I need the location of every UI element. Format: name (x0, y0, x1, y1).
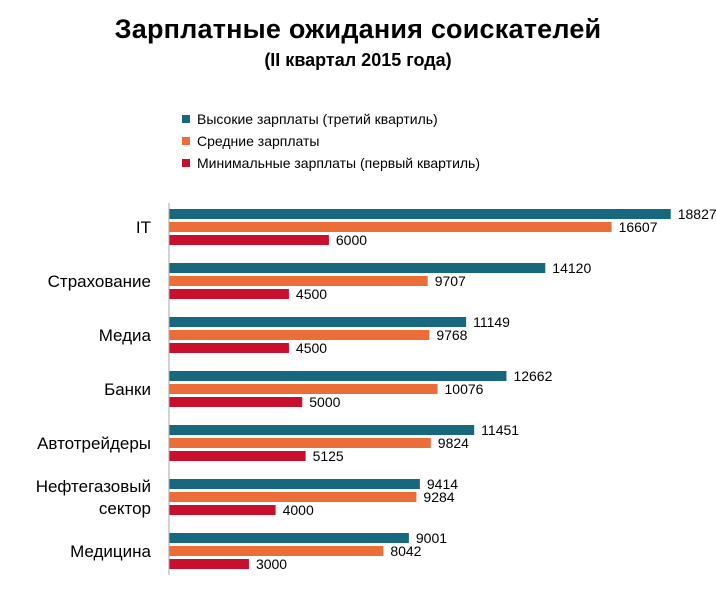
data-label-low: 4000 (283, 502, 314, 518)
data-label-high: 18827 (678, 206, 716, 222)
data-label-high: 14120 (552, 260, 591, 276)
data-label-low: 3000 (256, 556, 287, 572)
legend-item-mid: Средние зарплаты (182, 130, 480, 152)
data-label-low: 6000 (336, 232, 367, 248)
category-label: Медиа (99, 326, 152, 345)
data-label-mid: 9824 (438, 435, 469, 451)
data-label-mid: 9768 (436, 327, 467, 343)
chart-title: Зарплатные ожидания соискателей (114, 14, 602, 44)
bar-low (169, 397, 303, 407)
data-label-mid: 9707 (435, 273, 466, 289)
data-label-mid: 16607 (619, 219, 658, 235)
category-label: Нефтегазовый (36, 477, 151, 496)
legend-item-high: Высокие зарплаты (третий квартиль) (182, 108, 480, 130)
bar-mid (169, 276, 428, 286)
chart-legend: Высокие зарплаты (третий квартиль) Средн… (182, 108, 480, 174)
chart-subtitle: (II квартал 2015 года) (264, 50, 452, 70)
bar-high (169, 533, 409, 543)
bar-low (169, 559, 249, 569)
bar-low (169, 235, 329, 245)
data-label-high: 11451 (481, 422, 519, 438)
data-label-high: 9414 (427, 476, 458, 492)
bar-mid (169, 384, 438, 394)
legend-label-high: Высокие зарплаты (третий квартиль) (197, 111, 438, 127)
data-label-high: 9001 (416, 530, 447, 546)
legend-item-low: Минимальные зарплаты (первый квартиль) (182, 152, 480, 174)
bar-high (169, 263, 546, 273)
data-label-low: 4500 (296, 286, 327, 302)
bar-low (169, 505, 276, 515)
category-label: Медицина (70, 542, 151, 561)
bar-high (169, 425, 475, 435)
bar-low (169, 289, 289, 299)
category-label: Страхование (48, 272, 151, 291)
bar-mid (169, 492, 417, 502)
legend-swatch-mid (182, 137, 190, 145)
legend-swatch-high (182, 115, 190, 123)
bar-mid (169, 438, 431, 448)
data-label-high: 12662 (513, 368, 552, 384)
bar-low (169, 451, 306, 461)
data-label-low: 4500 (296, 340, 327, 356)
data-label-high: 11149 (473, 314, 510, 330)
legend-label-mid: Средние зарплаты (197, 133, 320, 149)
bar-high (169, 479, 420, 489)
bar-mid (169, 546, 384, 556)
data-label-mid: 10076 (445, 381, 484, 397)
data-label-mid: 9284 (423, 489, 454, 505)
data-label-low: 5000 (309, 394, 340, 410)
category-label: IT (136, 218, 151, 237)
bar-low (169, 343, 289, 353)
category-label: сектор (99, 499, 151, 518)
data-label-low: 5125 (313, 448, 344, 464)
category-label: Автотрейдеры (37, 434, 151, 453)
bar-high (169, 209, 671, 219)
legend-label-low: Минимальные зарплаты (первый квартиль) (197, 155, 481, 171)
bar-mid (169, 222, 612, 232)
category-label: Банки (104, 380, 151, 399)
bar-high (169, 317, 467, 327)
bar-mid (169, 330, 430, 340)
bar-high (169, 371, 507, 381)
legend-swatch-low (182, 159, 190, 167)
data-label-mid: 8042 (390, 543, 421, 559)
